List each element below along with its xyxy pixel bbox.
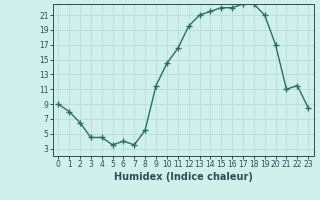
X-axis label: Humidex (Indice chaleur): Humidex (Indice chaleur) (114, 172, 252, 182)
